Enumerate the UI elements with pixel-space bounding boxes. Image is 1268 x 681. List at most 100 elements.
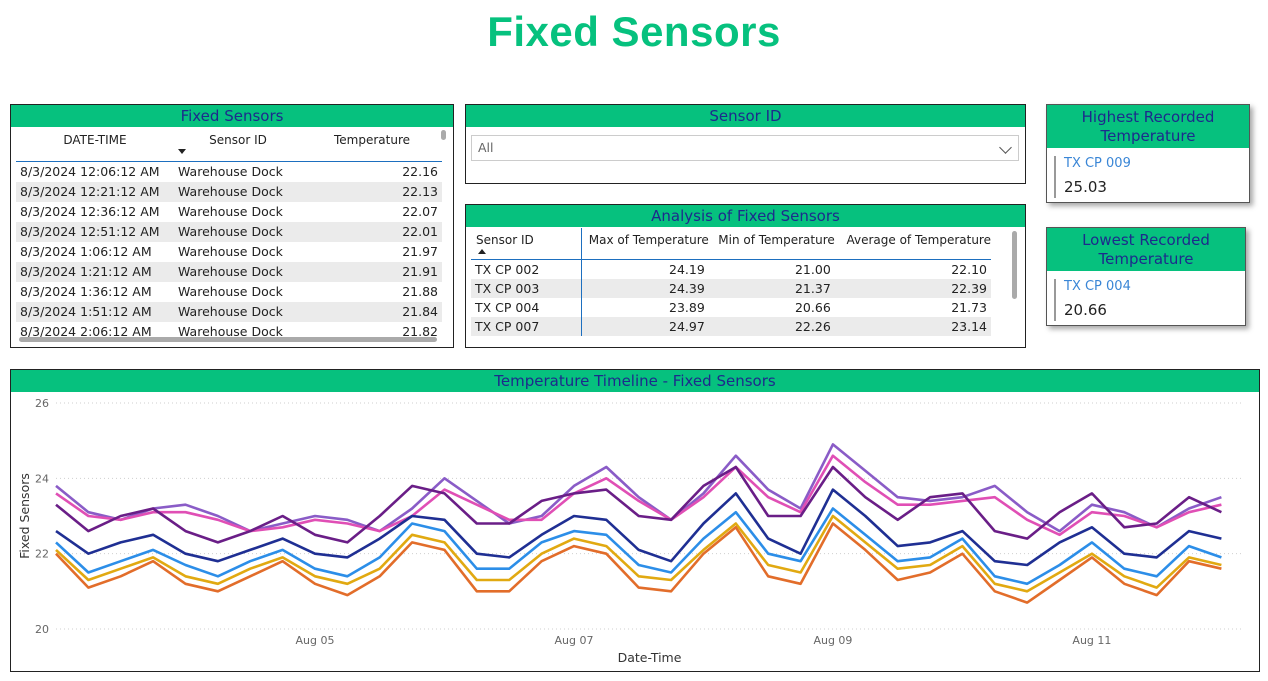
sensor-id-slicer-title: Sensor ID [466, 105, 1025, 127]
cell-sensor-id: Warehouse Dock [178, 323, 283, 339]
table-row[interactable]: TX CP 004 23.89 20.66 21.73 [471, 297, 991, 317]
y-tick-label: 24 [35, 472, 49, 485]
table-vertical-scrollbar[interactable] [441, 130, 446, 140]
lowest-card-title: Lowest Recorded Temperature [1047, 228, 1245, 271]
table-row[interactable]: 8/3/2024 1:51:12 AM Warehouse Dock 21.84 [16, 301, 442, 322]
cell-temperature: 21.82 [402, 323, 438, 339]
analysis-table-title: Analysis of Fixed Sensors [466, 205, 1025, 227]
y-tick-label: 20 [35, 623, 49, 636]
cell-date-time: 8/3/2024 1:36:12 AM [20, 283, 152, 299]
highest-sensor-id: TX CP 009 [1064, 156, 1131, 171]
dropdown-selected-value: All [478, 140, 494, 155]
cell-sensor-id: Warehouse Dock [174, 301, 302, 322]
page-title: Fixed Sensors [487, 8, 781, 55]
x-tick-label: Aug 09 [813, 634, 852, 647]
table-row[interactable]: 8/3/2024 12:06:12 AM Warehouse Dock 22.16 [16, 161, 442, 182]
table-row[interactable]: 8/3/2024 1:06:12 AM Warehouse Dock 21.97 [16, 242, 442, 262]
column-header-max-temperature[interactable]: Max of Temperature [581, 228, 709, 260]
column-header-sensor-id[interactable]: Sensor ID [174, 128, 302, 162]
cell-date-time: 8/3/2024 12:36:12 AM [20, 203, 160, 219]
series-line-7 [55, 522, 1222, 604]
cell-average-temperature: 22.39 [834, 278, 991, 298]
table-row[interactable]: 8/3/2024 12:36:12 AM Warehouse Dock 22.07 [16, 202, 442, 222]
fixed-sensors-table-panel: Fixed Sensors DATE-TIME Sensor ID Temper… [10, 104, 454, 348]
analysis-vertical-scrollbar[interactable] [1012, 231, 1017, 299]
fixed-sensors-table[interactable]: DATE-TIME Sensor ID Temperature 8/3/2024… [16, 128, 442, 342]
table-row[interactable]: TX CP 002 24.19 21.00 22.10 [471, 259, 991, 279]
cell-max-temperature: 24.19 [581, 259, 709, 279]
temperature-timeline-panel: Temperature Timeline - Fixed Sensors 20 2… [10, 369, 1260, 672]
table-row[interactable]: 8/3/2024 1:21:12 AM Warehouse Dock 21.91 [16, 261, 442, 282]
card-accent-bar [1054, 156, 1056, 198]
cell-min-temperature: 21.37 [708, 278, 835, 298]
table-row[interactable]: 8/3/2024 2:06:12 AM Warehouse Dock 21.82 [16, 322, 442, 342]
analysis-table-panel: Analysis of Fixed Sensors Sensor ID Max … [465, 204, 1026, 348]
column-header-sensor-id[interactable]: Sensor ID [471, 228, 582, 260]
column-header-temperature[interactable]: Temperature [302, 128, 442, 162]
table-row[interactable]: 8/3/2024 12:51:12 AM Warehouse Dock 22.01 [16, 221, 442, 242]
cell-date-time: 8/3/2024 12:21:12 AM [16, 181, 174, 202]
lowest-sensor-id: TX CP 004 [1064, 279, 1131, 294]
cell-sensor-id: Warehouse Dock [174, 221, 302, 242]
cell-date-time: 8/3/2024 1:51:12 AM [16, 301, 174, 322]
cell-temperature: 21.97 [402, 243, 438, 259]
cell-date-time: 8/3/2024 12:06:12 AM [20, 163, 160, 179]
cell-sensor-id: Warehouse Dock [178, 283, 283, 299]
cell-average-temperature: 22.10 [951, 261, 987, 277]
analysis-table[interactable]: Sensor ID Max of Temperature Min of Temp… [471, 228, 991, 336]
table-row[interactable]: 8/3/2024 12:21:12 AM Warehouse Dock 22.13 [16, 181, 442, 202]
cell-sensor-id: Warehouse Dock [174, 261, 302, 282]
y-tick-label: 22 [35, 548, 49, 561]
cell-date-time: 8/3/2024 2:06:12 AM [20, 323, 152, 339]
cell-temperature: 21.91 [302, 261, 442, 282]
cell-min-temperature: 22.26 [708, 316, 835, 336]
cell-max-temperature: 24.97 [581, 316, 709, 336]
y-tick-label: 26 [35, 397, 49, 410]
table-row[interactable]: TX CP 007 24.97 22.26 23.14 [471, 316, 991, 336]
cell-date-time: 8/3/2024 1:21:12 AM [16, 261, 174, 282]
cell-temperature: 21.88 [402, 283, 438, 299]
cell-sensor-id: TX CP 003 [471, 278, 582, 298]
sort-ascending-icon [478, 249, 486, 254]
cell-date-time: 8/3/2024 12:51:12 AM [16, 221, 174, 242]
cell-sensor-id: TX CP 007 [471, 316, 582, 336]
x-tick-label: Aug 07 [554, 634, 593, 647]
series-line-4 [55, 488, 1222, 567]
cell-temperature: 22.01 [302, 221, 442, 242]
cell-sensor-id: Warehouse Dock [174, 181, 302, 202]
x-axis-title: Date-Time [618, 650, 682, 665]
highest-temperature-card: Highest Recorded Temperature TX CP 009 2… [1046, 104, 1250, 203]
column-header-date-time[interactable]: DATE-TIME [16, 128, 174, 162]
chart-title: Temperature Timeline - Fixed Sensors [11, 370, 1259, 392]
temperature-timeline-chart[interactable]: 20 22 24 26 Aug 05 Aug 07 Aug 09 Aug 11 Date-Tim… [11, 393, 1259, 672]
cell-temperature: 22.13 [302, 181, 442, 202]
table-row[interactable]: 8/3/2024 1:36:12 AM Warehouse Dock 21.88 [16, 282, 442, 302]
column-header-average-temperature[interactable]: Average of Temperature [834, 228, 991, 260]
chevron-down-icon [999, 141, 1012, 154]
cell-temperature: 22.07 [402, 203, 438, 219]
cell-sensor-id: Warehouse Dock [178, 243, 283, 259]
series-line-6 [55, 514, 1222, 593]
lowest-temperature-value: 20.66 [1064, 301, 1107, 319]
column-header-min-temperature[interactable]: Min of Temperature [708, 228, 835, 260]
cell-average-temperature: 21.73 [951, 299, 987, 315]
cell-sensor-id: TX CP 004 [475, 299, 540, 315]
cell-average-temperature: 23.14 [834, 316, 991, 336]
cell-sensor-id: Warehouse Dock [178, 203, 283, 219]
fixed-sensors-table-title: Fixed Sensors [11, 105, 453, 127]
cell-temperature: 21.84 [302, 301, 442, 322]
lowest-temperature-card: Lowest Recorded Temperature TX CP 004 20… [1046, 227, 1246, 326]
series-line-1 [55, 443, 1222, 533]
y-axis-title: Fixed Sensors [17, 473, 32, 559]
highest-temperature-value: 25.03 [1064, 178, 1107, 196]
table-row[interactable]: TX CP 003 24.39 21.37 22.39 [471, 278, 991, 298]
table-horizontal-scrollbar[interactable] [19, 337, 437, 342]
sensor-id-slicer-panel: Sensor ID All [465, 104, 1026, 184]
sensor-id-dropdown[interactable]: All [471, 135, 1019, 161]
cell-max-temperature: 23.89 [581, 297, 709, 317]
cell-sensor-id: Warehouse Dock [178, 163, 283, 179]
cell-min-temperature: 21.00 [794, 261, 831, 277]
x-tick-label: Aug 05 [295, 634, 334, 647]
highest-card-title: Highest Recorded Temperature [1047, 105, 1249, 148]
series-line-3 [55, 465, 1222, 544]
